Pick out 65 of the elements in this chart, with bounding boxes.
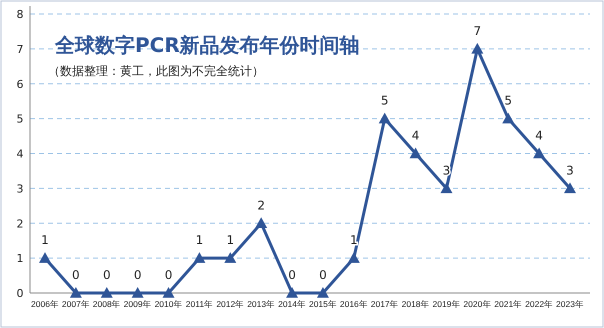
y-tick-label: 5 <box>16 112 24 126</box>
y-tick-label: 7 <box>16 42 24 56</box>
x-tick-label: 2007年 <box>62 299 90 309</box>
point <box>502 112 514 124</box>
data-label: 2 <box>257 198 265 212</box>
x-tick-label: 2011年 <box>186 299 214 309</box>
data-label: 4 <box>412 128 420 142</box>
x-tick-label: 2016年 <box>340 299 368 309</box>
data-label: 1 <box>41 233 49 248</box>
y-tick-label: 2 <box>16 217 24 230</box>
point <box>193 252 206 263</box>
x-tick-label: 2017年 <box>370 299 399 309</box>
point <box>533 148 546 158</box>
data-label: 4 <box>535 128 543 142</box>
point <box>286 287 298 298</box>
data-label: 1 <box>350 233 358 248</box>
data-label: 0 <box>102 268 111 282</box>
x-tick-label: 2013年 <box>247 299 276 309</box>
x-tick-label: 2006年 <box>31 299 59 309</box>
y-tick-label: 3 <box>16 182 24 196</box>
point <box>162 287 175 298</box>
x-tick-label: 2008年 <box>92 299 121 309</box>
point <box>70 287 82 298</box>
point <box>440 182 452 194</box>
data-label: 7 <box>474 24 482 38</box>
x-tick-label: 2015年 <box>308 299 337 309</box>
text: 全球数字PCR新品发布年份时间轴 <box>54 33 360 57</box>
y-tick-label: 8 <box>16 8 24 21</box>
data-label: 0 <box>288 268 296 282</box>
point <box>378 112 391 124</box>
x-tick-label: 2019年 <box>432 299 460 309</box>
point <box>316 287 329 298</box>
point <box>410 148 422 158</box>
data-label: 0 <box>134 268 142 282</box>
x-tick-label: 2021年 <box>494 299 522 309</box>
y-tick-label: 0 <box>16 287 24 300</box>
x-tick-label: 2010年 <box>154 299 182 309</box>
data-label: 1 <box>196 233 204 248</box>
x-tick-label: 2020年 <box>463 299 492 309</box>
x-tick-label: 2009年 <box>124 299 152 309</box>
point <box>132 287 144 298</box>
point <box>100 287 113 298</box>
y-tick-label: 4 <box>16 148 24 160</box>
x-tick-label: 2018年 <box>402 299 430 309</box>
x-tick-label: 2022年 <box>525 299 554 309</box>
text: （数据整理：黄工，此图为不完全统计） <box>48 64 264 78</box>
x-tick-label: 2012年 <box>216 299 244 309</box>
data-label: 0 <box>319 268 327 282</box>
point <box>471 42 484 54</box>
point <box>348 252 360 263</box>
data-label: 5 <box>504 94 512 108</box>
data-label: 5 <box>380 94 389 108</box>
point <box>224 252 236 263</box>
point <box>255 217 268 228</box>
y-tick-label: 6 <box>16 78 24 91</box>
data-label: 3 <box>566 163 574 178</box>
point <box>564 182 576 194</box>
data-label: 0 <box>164 268 172 282</box>
data-label: 1 <box>226 233 234 248</box>
data-label: 0 <box>72 268 80 282</box>
point <box>39 252 51 263</box>
x-tick-label: 2023年 <box>556 299 584 309</box>
data-label: 3 <box>442 163 450 178</box>
x-tick-label: 2014年 <box>278 299 306 309</box>
y-tick-label: 1 <box>16 252 24 266</box>
